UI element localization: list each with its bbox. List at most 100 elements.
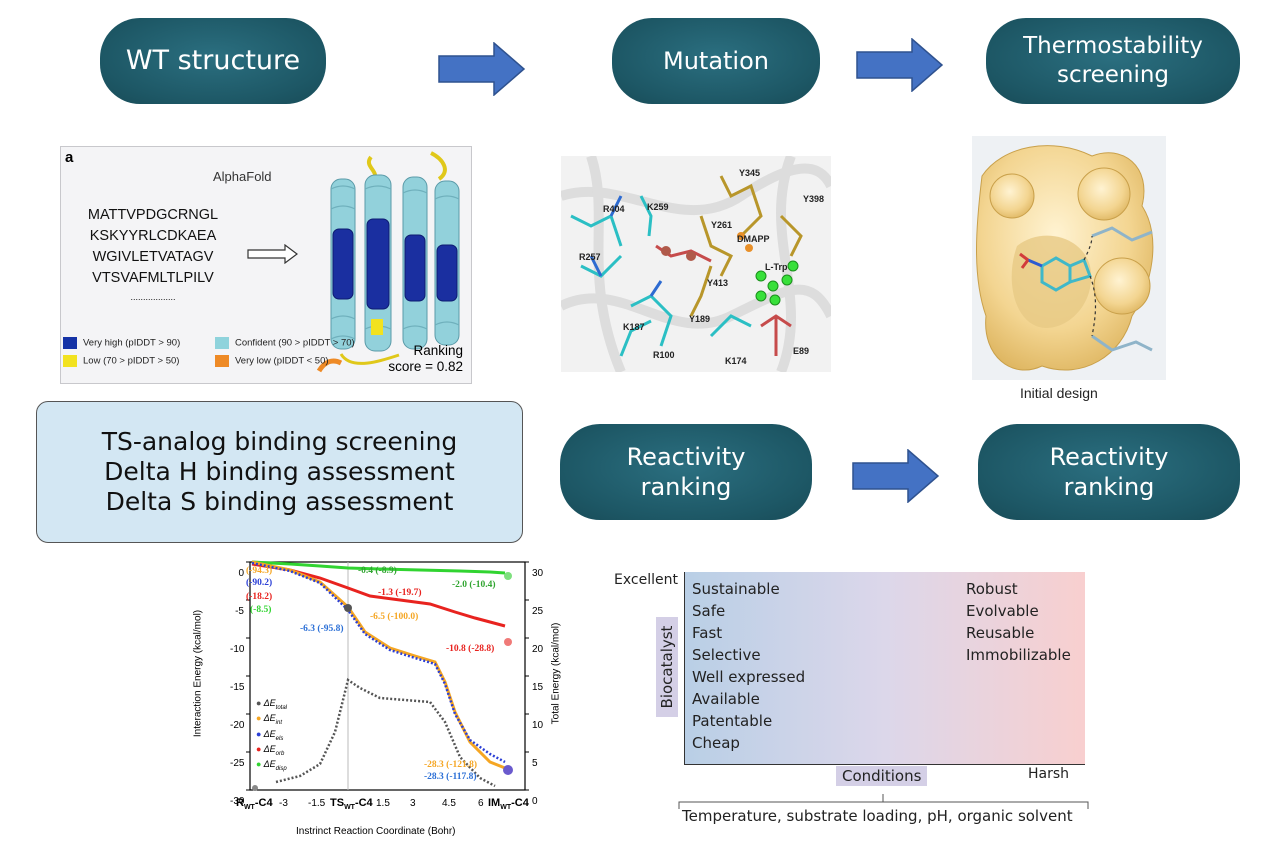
conditions-detail: Temperature, substrate loading, pH, orga…	[682, 807, 1073, 825]
biocatalyst-axis-label: Biocatalyst	[656, 617, 678, 717]
y-left-tick: -25	[230, 758, 245, 769]
legend-label: ΔE	[263, 713, 276, 724]
residue-label: DMAPP	[737, 234, 770, 244]
screening-line-2: Delta H binding assessment	[104, 457, 455, 486]
sequence-line: VTSVAFMLTLPILV	[92, 270, 214, 286]
y-right-tick: 25	[532, 606, 544, 617]
trait-item: Cheap	[692, 734, 740, 752]
sequence-line: WGIVLETVATAGV	[92, 249, 214, 265]
y-right-ticks: 30 25 20 15 10 5 0	[532, 555, 546, 821]
legend-swatch-low	[63, 355, 77, 367]
y-right-tick: 15	[532, 682, 544, 693]
trait-item: Patentable	[692, 712, 773, 730]
legend-swatch-confident	[215, 337, 229, 349]
screening-line-1: TS-analog binding screening	[101, 427, 458, 456]
sequence-block: MATTVPDGCRNGL KSKYYRLCDKAEA WGIVLETVATAG…	[73, 205, 233, 305]
y-right-axis-title: Total Energy (kcal/mol)	[550, 622, 562, 725]
residue-label: L-Trp	[765, 262, 788, 272]
residue-label: Y398	[803, 194, 825, 204]
flow-arrow-2	[856, 38, 944, 92]
residue-label: K259	[647, 202, 669, 212]
x-axis-title: Instrinct Reaction Coordinate (Bohr)	[296, 826, 456, 837]
y-left-ticks: 0 -5 -10 -15 -20 -25 -30	[230, 555, 244, 821]
x-tick-im: IMWT-C4	[488, 797, 529, 812]
trait-item: Safe	[692, 602, 726, 620]
annotation: -0.4 (-8.9)	[358, 566, 397, 576]
legend-label: Very low (pIDDT < 50)	[235, 355, 329, 367]
annotation: -6.3 (-95.8)	[300, 624, 344, 634]
binding-pocket-surface	[976, 145, 1154, 371]
trait-item: Robust	[966, 580, 1018, 598]
initial-design-image	[972, 136, 1166, 380]
biocatalyst-traits-left: Sustainable Safe Fast Selective Well exp…	[692, 578, 805, 754]
wt-structure-node: WT structure	[100, 18, 326, 104]
y-left-tick: -5	[235, 606, 244, 617]
legend-label: ΔE	[263, 698, 276, 708]
reactivity-ranking-node-2: Reactivity ranking	[978, 424, 1240, 520]
reactivity-ranking-2-line1: Reactivity	[1049, 443, 1169, 471]
energy-legend: ● ΔEtotal ● ΔEint ● ΔEels ● ΔEorb ● ΔEdi…	[256, 698, 287, 772]
y-left-axis-title: Interaction Energy (kcal/mol)	[192, 609, 204, 738]
mutation-label: Mutation	[662, 47, 769, 75]
wt-structure-label: WT structure	[125, 45, 301, 77]
legend-swatch-very-low	[215, 355, 229, 367]
trait-item: Well expressed	[692, 668, 806, 686]
protein-structure-image	[316, 151, 460, 373]
trait-item: Fast	[692, 624, 723, 642]
conditions-bracket	[678, 794, 1089, 809]
excellent-label: Excellent	[614, 572, 678, 588]
sequence-ellipsis: ..................	[130, 292, 176, 302]
y-right-tick: 20	[532, 644, 544, 655]
mutation-node: Mutation	[612, 18, 820, 104]
x-tick: -1.5	[308, 798, 326, 809]
residue-label: K187	[623, 322, 645, 332]
annotation: -28.3 (-121.8)	[424, 760, 478, 770]
x-tick: -3	[279, 798, 288, 809]
reactivity-ranking-1-line1: Reactivity	[626, 443, 746, 471]
trait-item: Available	[692, 690, 760, 708]
residue-label: R404	[603, 204, 625, 214]
energy-profile-chart: 0 -5 -10 -15 -20 -25 -30 30 25 20 15 10 …	[190, 552, 562, 845]
legend-label: Confident (90 > pIDDT > 70)	[235, 337, 355, 349]
legend-sub: orb	[275, 750, 285, 757]
thermostability-node: Thermostability screening	[986, 18, 1240, 104]
ranking-label: Ranking	[413, 343, 463, 358]
annotation: -10.8 (-28.8)	[446, 644, 495, 654]
y-right-tick: 30	[532, 568, 544, 579]
initial-design-caption: Initial design	[1020, 385, 1098, 401]
legend-label: Low (70 > pIDDT > 50)	[83, 355, 180, 367]
harsh-label: Harsh	[1028, 766, 1070, 782]
y-left-tick: -20	[230, 720, 245, 731]
legend-label: ΔE	[263, 728, 276, 739]
conditions-axis-label: Conditions	[836, 766, 928, 786]
y-left-tick: 0	[238, 568, 244, 579]
y-left-tick: -15	[230, 682, 245, 693]
residue-label: Y261	[711, 220, 733, 230]
active-site-image: R404 K259 Y345 Y398 Y261 DMAPP R257 L-Tr…	[561, 156, 831, 372]
flow-arrow-3	[852, 449, 940, 503]
sequence-line: MATTVPDGCRNGL	[87, 207, 219, 223]
reactivity-ranking-2-line2: ranking	[1063, 473, 1155, 501]
trait-item: Selective	[692, 646, 761, 664]
legend-sub: total	[275, 704, 287, 711]
residue-label: E89	[793, 346, 810, 356]
panel-label: a	[65, 149, 74, 166]
alphafold-title: AlphaFold	[213, 169, 272, 184]
legend-sub: int	[275, 720, 282, 727]
y-right-tick: 0	[532, 796, 538, 807]
residue-label: R100	[653, 350, 675, 360]
gradient-area	[684, 572, 1085, 765]
annotation: (-94.3)	[246, 566, 273, 576]
legend-label: ΔE	[263, 743, 276, 754]
y-left-tick: -10	[230, 644, 245, 655]
outline-arrow-icon	[247, 244, 298, 264]
legend-sub: disp	[275, 765, 287, 772]
annotation: -28.3 (-117.8)	[424, 772, 477, 782]
residue-label: Y189	[689, 314, 711, 324]
x-tick-ts: TSWT-C4	[330, 797, 373, 812]
annotation: -2.0 (-10.4)	[452, 580, 496, 590]
reactivity-ranking-node-1: Reactivity ranking	[560, 424, 812, 520]
x-tick: 6	[478, 798, 484, 809]
residue-label: K174	[725, 356, 747, 366]
screening-box: TS-analog binding screening Delta H bind…	[36, 401, 523, 543]
